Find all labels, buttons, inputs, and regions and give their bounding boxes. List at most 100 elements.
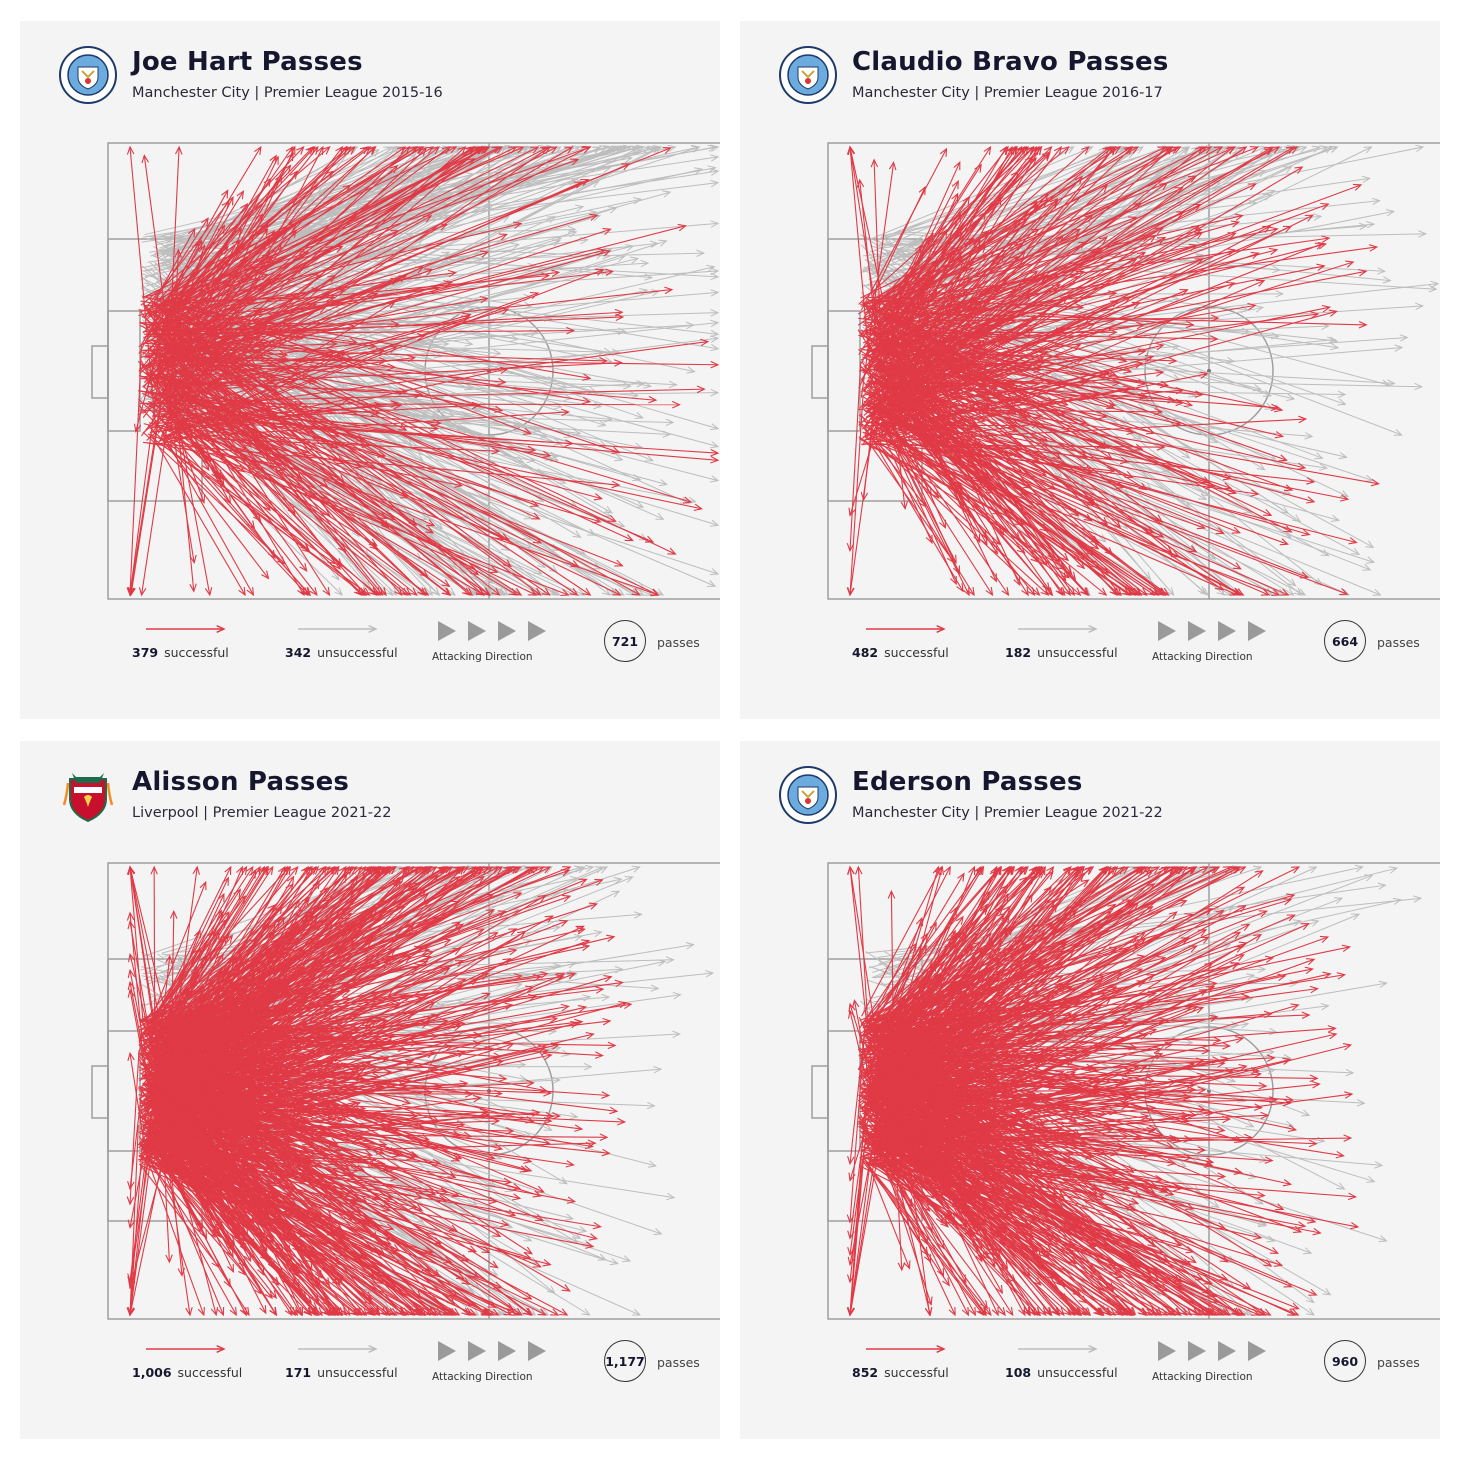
- successful-pass-arrow: [137, 360, 331, 517]
- successful-pass-arrow: [139, 251, 310, 313]
- legend-successful-arrow: [866, 625, 946, 633]
- successful-pass-arrow: [157, 163, 631, 365]
- successful-pass-arrow: [153, 894, 572, 1040]
- successful-pass-arrow: [163, 1161, 331, 1316]
- successful-pass-arrow: [854, 865, 869, 1025]
- successful-pass-arrow: [858, 942, 918, 1029]
- successful-pass-arrow: [154, 227, 612, 380]
- successful-pass-arrow: [861, 146, 1179, 350]
- successful-pass-arrow: [862, 420, 1024, 458]
- successful-pass-arrow: [880, 865, 1012, 1043]
- attacking-direction-label: Attacking Direction: [1152, 651, 1253, 663]
- successful-pass-arrow: [863, 266, 975, 306]
- successful-pass-arrow: [868, 1142, 1036, 1155]
- successful-pass-arrow: [162, 1070, 292, 1197]
- successful-pass-arrow: [846, 361, 862, 553]
- successful-label: successful: [177, 1365, 243, 1380]
- successful-pass-arrow: [858, 436, 1067, 570]
- successful-pass-arrow: [878, 244, 1379, 316]
- successful-pass-arrow: [880, 263, 1326, 357]
- successful-pass-arrow: [865, 1045, 1156, 1316]
- successful-pass-arrow: [876, 986, 1123, 1046]
- direction-triangle: [438, 621, 456, 641]
- successful-pass-arrow: [150, 983, 285, 1128]
- successful-pass-arrow: [874, 1046, 1064, 1209]
- pass-map-panel: Ederson Passes Manchester City | Premier…: [740, 741, 1440, 1439]
- successful-pass-arrow: [865, 865, 951, 1033]
- total-passes-label: passes: [1377, 635, 1420, 650]
- successful-pass-arrow: [880, 302, 1133, 374]
- chart-subtitle: Liverpool | Premier League 2021-22: [132, 805, 392, 821]
- direction-triangle: [438, 1341, 456, 1361]
- successful-pass-arrow: [876, 1062, 1260, 1075]
- successful-pass-arrow: [859, 365, 1100, 550]
- successful-pass-arrow: [868, 1108, 1028, 1203]
- successful-pass-arrow: [865, 1108, 1317, 1224]
- successful-pass-arrow: [866, 328, 1066, 416]
- successful-pass-arrow: [864, 426, 964, 593]
- successful-pass-arrow: [847, 1024, 866, 1166]
- centre-circle: [1144, 1026, 1274, 1156]
- pitch-plot: [811, 862, 1440, 1320]
- successful-pass-arrow: [170, 1099, 492, 1316]
- successful-pass-arrow: [873, 146, 1174, 308]
- successful-pass-arrow: [159, 919, 569, 1079]
- successful-pass-arrow: [846, 1025, 866, 1224]
- direction-triangle: [498, 1341, 516, 1361]
- unsuccessful-label: unsuccessful: [317, 645, 398, 660]
- successful-pass-arrow: [865, 404, 1243, 596]
- successful-legend: 1,006 successful: [132, 1365, 242, 1380]
- successful-pass-arrow: [880, 1045, 1252, 1291]
- crest-banner: [74, 787, 102, 793]
- pitch-plot: [91, 142, 720, 600]
- successful-pass-arrow: [870, 307, 1005, 536]
- pass-map-panel: Joe Hart Passes Manchester City | Premie…: [20, 21, 720, 719]
- successful-pass-arrow: [873, 866, 1168, 1143]
- total-passes-badge: 960: [1324, 1340, 1366, 1382]
- successful-pass-arrow: [141, 154, 170, 337]
- successful-pass-arrow: [865, 935, 955, 1072]
- successful-pass-arrow: [153, 401, 481, 425]
- successful-pass-arrow: [143, 376, 363, 596]
- successful-pass-arrow: [143, 1101, 265, 1109]
- successful-pass-arrow: [139, 321, 505, 540]
- successful-pass-arrow: [882, 227, 1164, 360]
- successful-pass-arrow: [153, 410, 538, 596]
- successful-pass-arrow: [874, 1107, 1018, 1184]
- successful-pass-arrow: [891, 340, 993, 403]
- successful-pass-arrow: [877, 1080, 1321, 1131]
- direction-triangle: [1158, 1341, 1176, 1361]
- successful-pass-arrow: [858, 1105, 1076, 1316]
- successful-pass-arrow: [847, 430, 873, 597]
- successful-pass-arrow: [890, 399, 1048, 476]
- attacking-direction-label: Attacking Direction: [1152, 1371, 1253, 1383]
- successful-pass-arrow: [865, 866, 1179, 1036]
- successful-pass-arrow: [880, 369, 1307, 470]
- successful-pass-arrow: [875, 973, 1028, 1145]
- successful-pass-arrow: [145, 1039, 293, 1069]
- successful-pass-arrow: [163, 1015, 559, 1076]
- successful-pass-arrow: [866, 251, 1147, 419]
- successful-pass-arrow: [149, 1165, 205, 1317]
- successful-pass-arrow: [869, 422, 974, 432]
- successful-pass-arrow: [159, 1136, 396, 1316]
- successful-pass-arrow: [858, 338, 949, 426]
- direction-triangle: [498, 621, 516, 641]
- crest-ship: [801, 790, 815, 799]
- legend-unsuccessful-arrow: [1018, 625, 1098, 633]
- crest-rose: [85, 78, 91, 84]
- successful-pass-arrow: [873, 1117, 1140, 1205]
- successful-pass-arrow: [870, 432, 1316, 485]
- successful-pass-arrow: [173, 436, 311, 597]
- unsuccessful-pass-arrow: [892, 255, 1438, 293]
- successful-pass-arrow: [171, 366, 660, 596]
- successful-pass-arrow: [864, 328, 1118, 337]
- successful-pass-arrow: [140, 300, 592, 381]
- successful-pass-arrow: [863, 1157, 950, 1287]
- legend-unsuccessful-arrow: [1018, 1345, 1098, 1353]
- unsuccessful-label: unsuccessful: [1037, 645, 1118, 660]
- successful-legend-arrow-icon: [866, 625, 946, 633]
- successful-pass-arrow: [143, 1054, 269, 1100]
- direction-triangle: [528, 621, 546, 641]
- successful-pass-arrow: [863, 400, 1160, 596]
